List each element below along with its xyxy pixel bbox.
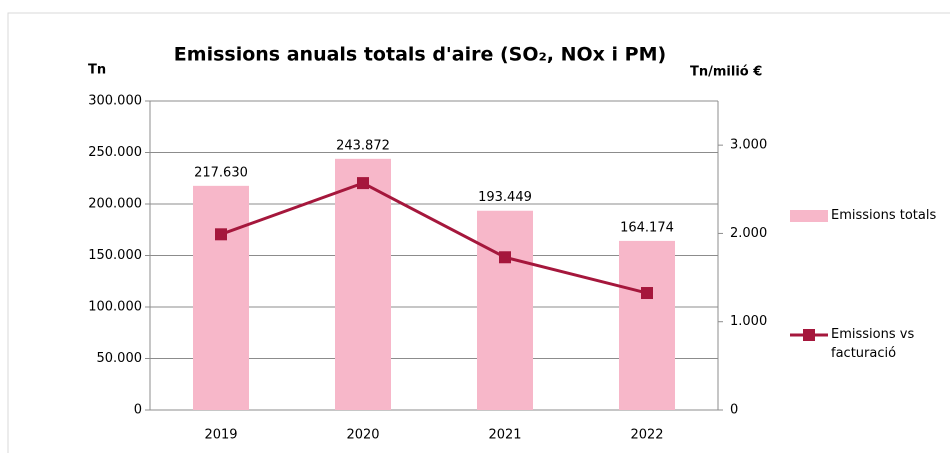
data-label: 193.449 [478,190,532,205]
legend-item: Emissions vs facturació [831,327,915,361]
line-marker [641,287,653,300]
data-label: 164.174 [620,220,674,235]
frame [7,12,950,453]
line [220,181,648,295]
line-marker [215,228,227,241]
y-tick-label: 250.000 [88,145,142,160]
line-marker [499,251,511,264]
bar [619,240,675,410]
y-tick-label: 100.000 [88,300,142,315]
x-tick-label: 2020 [346,428,379,443]
x-tick-label: 2021 [488,428,521,443]
legend-swatch [790,210,828,222]
y2-tick-label: 1.000 [730,314,767,329]
legend-swatch-marker [803,329,815,341]
y-tick-label: 150.000 [88,248,142,263]
data-label: 217.630 [194,165,248,180]
bar [477,210,533,410]
x-tick-label: 2022 [630,428,663,443]
legend-item: Emissions totals [831,208,937,223]
bar [193,185,249,410]
y-tick-label: 50.000 [97,351,143,366]
bar [335,158,391,410]
y2-tick-label: 3.000 [730,138,767,153]
y2-tick-label: 2.000 [730,226,767,241]
y2-axis-label: Tn/milió € [690,65,762,80]
line-marker [357,177,369,190]
data-label: 243.872 [336,138,390,153]
legend-label: Emissions totals [831,208,937,223]
legend-label: Emissions vs facturació [831,327,915,361]
y-tick-label: 0 [134,403,142,418]
y2-tick-label: 0 [730,403,738,418]
y-tick-label: 200.000 [88,197,142,212]
chart-title: Emissions anuals totals d'aire (SO₂, NOx… [174,44,666,66]
x-tick-label: 2019 [204,428,237,443]
y-tick-label: 300.000 [88,94,142,109]
y-axis-label: Tn [88,63,106,78]
